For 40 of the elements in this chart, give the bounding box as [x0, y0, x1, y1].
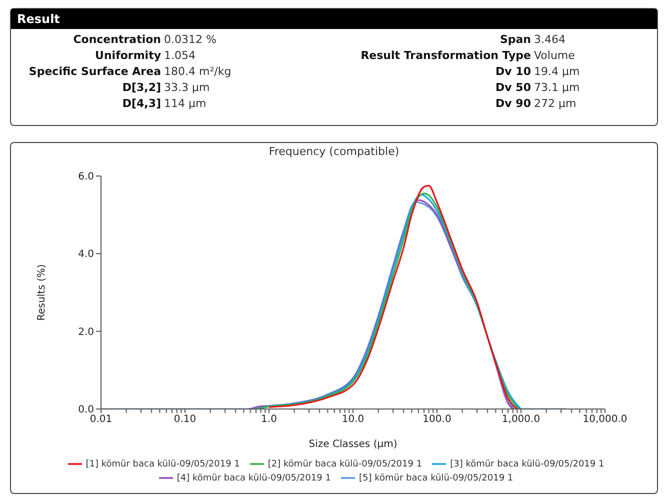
text: Uniformity [94, 49, 161, 62]
x-axis-title: Size Classes (µm) [308, 439, 398, 450]
text: 1.054 [163, 49, 196, 62]
text: Concentration [72, 33, 161, 46]
legend-label: [2] kömür baca külü-09/05/2019 1 [268, 459, 422, 470]
text: Span [498, 33, 531, 46]
text: 180.4 m²/kg [163, 65, 232, 78]
text: Dv 90 [494, 97, 531, 110]
y-tick-label: 6.0 [78, 172, 94, 183]
x-tick-label: 10.0 [342, 414, 364, 426]
x-tick-label: 10,000.0 [582, 414, 628, 426]
legend-label: [3] kömür baca külü-09/05/2019 1 [450, 459, 604, 470]
text: Dv 10 [494, 65, 531, 78]
text: 19.4 µm [533, 65, 581, 78]
x-tick-label: 0.10 [174, 414, 196, 426]
text: 73.1 µm [533, 81, 581, 94]
x-tick-label: 0.01 [90, 414, 112, 426]
x-tick-label: 1.0 [261, 414, 277, 426]
text: 114 µm [163, 97, 208, 110]
text: Volume [533, 49, 576, 62]
text: Specific Surface Area [28, 65, 161, 78]
text: 0.0312 % [163, 33, 218, 46]
chart-title: Frequency (compatible) [268, 145, 400, 158]
x-tick-label: 1,000.0 [502, 414, 540, 426]
y-tick-label: 0.0 [78, 404, 94, 416]
text: D[3,2] [121, 81, 161, 94]
legend-label: [1] kömür baca külü-09/05/2019 1 [86, 459, 240, 470]
legend-label: [5] kömür baca külü-09/05/2019 1 [359, 473, 514, 484]
legend-label: [4] kömür baca külü-09/05/2019 1 [176, 473, 331, 484]
text: 272 µm [533, 97, 578, 110]
y-tick-label: 4.0 [78, 249, 94, 260]
text: D[4,3] [121, 97, 161, 110]
y-tick-label: 2.0 [78, 326, 94, 338]
text: Dv 50 [494, 81, 531, 94]
text: 3.464 [533, 33, 566, 46]
text: Result [11, 9, 657, 29]
text: Result Transformation Type [360, 49, 531, 62]
text: 33.3 µm [163, 81, 211, 94]
y-axis-title: Results (%) [36, 264, 48, 321]
x-tick-label: 100.0 [422, 414, 452, 426]
